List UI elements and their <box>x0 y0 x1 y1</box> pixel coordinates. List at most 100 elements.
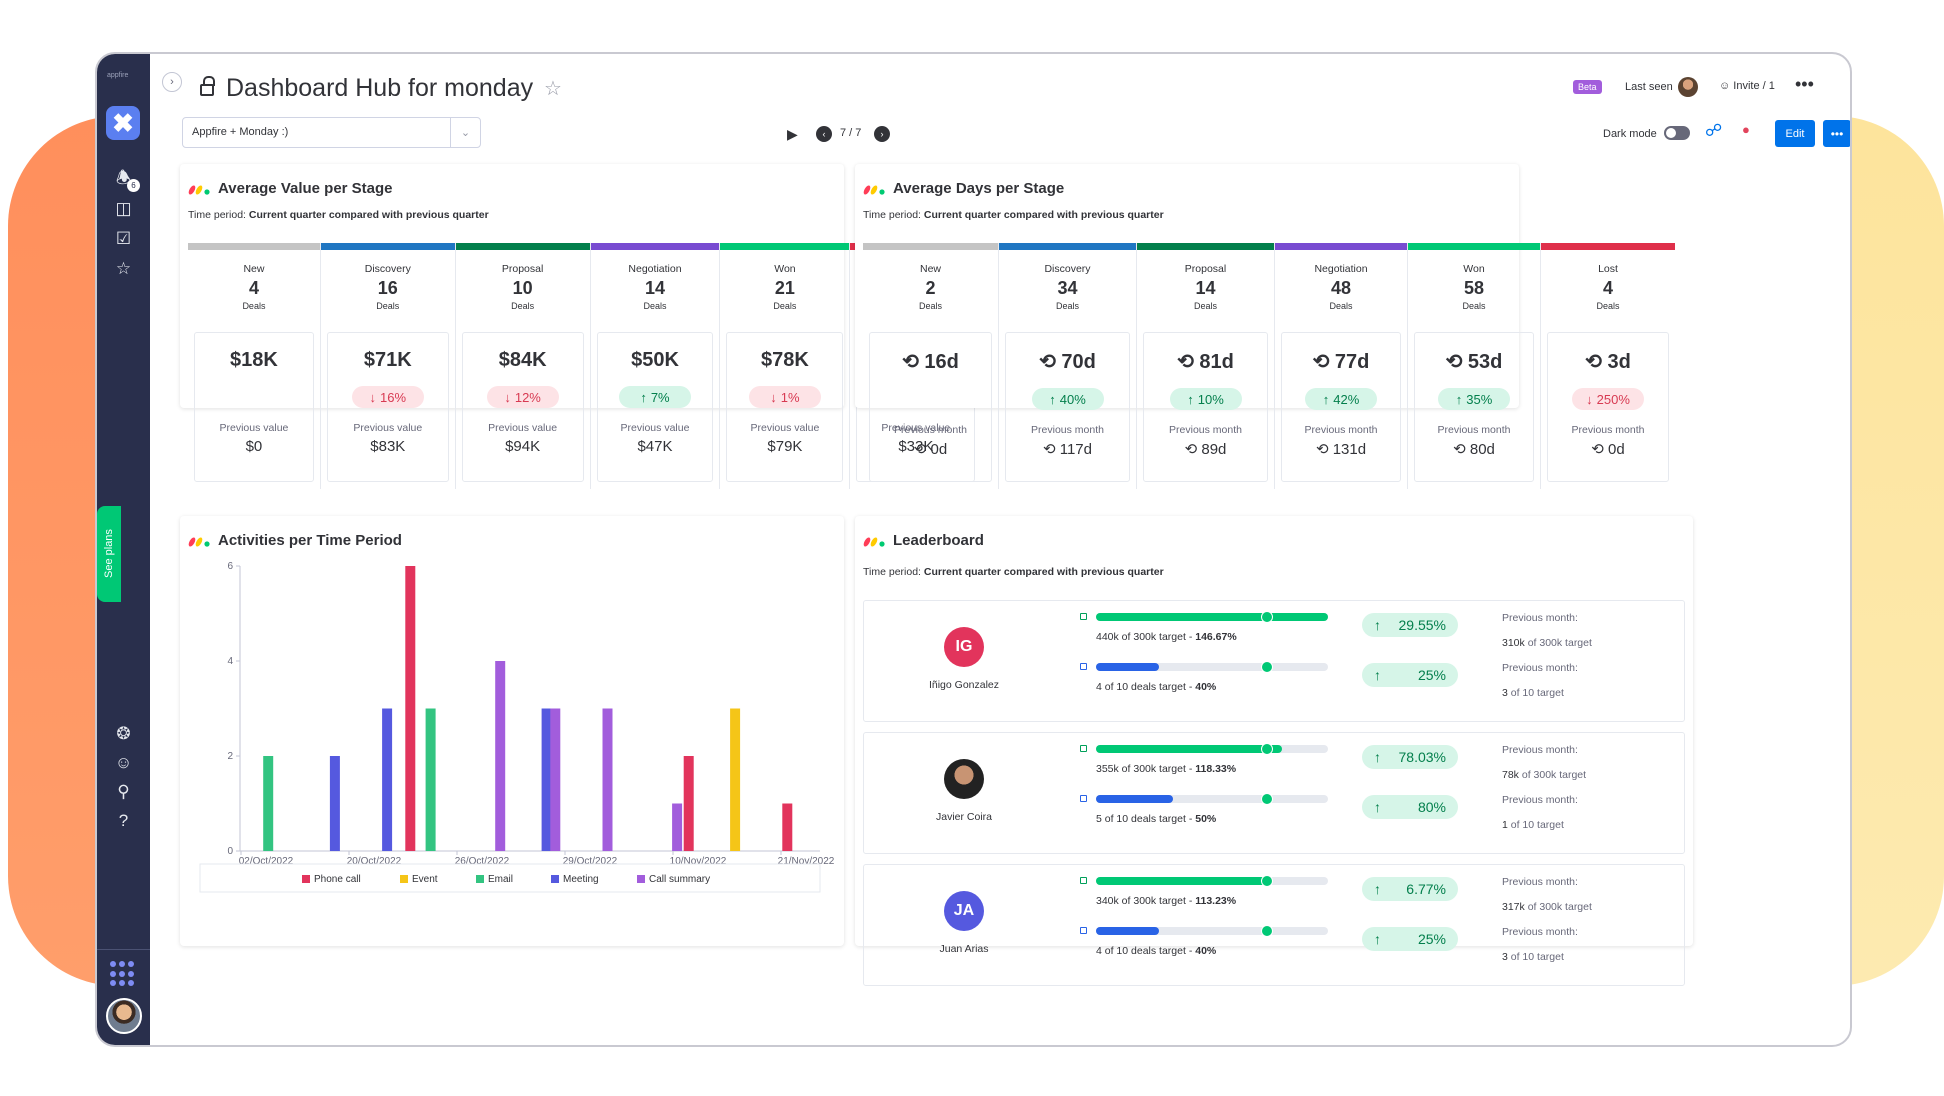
change-percent: 16% <box>380 389 407 405</box>
stage-deals-label: Deals <box>1462 301 1486 311</box>
leaderboard-row: JA Juan Arias 340k of 300k target - 113.23… <box>863 864 1685 986</box>
stage-column: Won 21 Deals $78K ↓ 1% Previous value $79K <box>719 243 850 489</box>
previous-page-icon[interactable]: ‹ <box>816 126 832 142</box>
previous-value: $47K <box>598 438 713 455</box>
legend-swatch <box>637 875 645 883</box>
my-work-icon[interactable]: ☑ <box>115 229 132 248</box>
previous-month-value: 78k of 300k target <box>1502 769 1586 781</box>
stage-name: Proposal <box>1184 263 1227 275</box>
clock-history-icon: ⟲ <box>1312 351 1335 373</box>
stage-deal-count: 48 <box>1330 278 1352 298</box>
previous-value-text: 0d <box>1608 441 1625 458</box>
user-avatar[interactable] <box>106 998 142 1034</box>
dashboard-selector[interactable]: Appfire + Monday :) ⌄ <box>182 117 481 148</box>
previous-month-value: 310k of 300k target <box>1502 637 1592 649</box>
person-avatar: JA <box>944 891 984 931</box>
edit-button[interactable]: Edit <box>1775 120 1815 147</box>
invite-button[interactable]: ☺ Invite / 1 <box>1719 80 1775 92</box>
stage-column: Discovery 16 Deals $71K ↓ 16% Previous value $8… <box>319 243 455 489</box>
revenue-progress-track <box>1096 743 1328 755</box>
search-icon[interactable]: ⚲ <box>117 782 130 801</box>
previous-month-label: Previous month: <box>1502 876 1578 888</box>
stage-color-bar <box>1408 243 1540 250</box>
favorite-star-icon[interactable]: ☆ <box>544 78 562 100</box>
clock-history-icon: ⟲ <box>1445 351 1468 373</box>
more-actions-button[interactable]: ••• <box>1823 120 1850 147</box>
play-slideshow-icon[interactable]: ▶ <box>787 126 798 142</box>
monday-app-icon[interactable]: ✖ <box>106 106 140 140</box>
target-percent: 146.67% <box>1195 631 1237 643</box>
stage-value: $71K <box>328 349 448 372</box>
collapse-sidebar-button[interactable]: › <box>162 72 182 92</box>
arrow-up-icon: ↑ <box>1322 391 1330 407</box>
inbox-icon[interactable]: ◫ <box>115 199 132 218</box>
arrow-down-icon: ↓ <box>770 389 777 405</box>
previous-value: $0 <box>195 438 313 455</box>
next-page-icon[interactable]: › <box>874 126 890 142</box>
change-percent: 25% <box>1417 667 1446 683</box>
stage-deals-label: Deals <box>773 301 797 311</box>
stage-deal-count: 10 <box>512 278 533 298</box>
period-label: Time period: <box>863 209 921 221</box>
last-seen-label[interactable]: Last seen <box>1625 81 1673 93</box>
change-percent: 78.03% <box>1398 749 1446 765</box>
dark-mode-toggle[interactable] <box>1664 126 1690 140</box>
stage-deals-label: Deals <box>1329 301 1353 311</box>
chevron-down-icon[interactable]: ⌄ <box>450 118 480 147</box>
arrow-up-icon: ↑ <box>1374 617 1381 633</box>
previous-month-label: Previous month: <box>1502 926 1578 938</box>
arrow-up-icon: ↑ <box>1049 391 1056 407</box>
stage-header: Won 21 Deals <box>720 250 849 311</box>
private-lock-icon[interactable]: ● <box>1742 122 1750 137</box>
bell-icon[interactable]: 🕭 <box>115 167 132 187</box>
stage-deal-count: 14 <box>644 278 665 298</box>
stage-color-bar <box>188 243 320 250</box>
bar-phone-call <box>405 566 416 851</box>
change-badge: ↑ 6.77% <box>1362 877 1458 901</box>
previous-label: Previous value <box>620 422 690 434</box>
stage-column: Lost 4 Deals ⟲ 3d ↓ 250% Previous month ⟲ 0d <box>1540 243 1675 489</box>
stage-value-card: ⟲ 3d ↓ 250% Previous month ⟲ 0d <box>1547 332 1669 482</box>
previous-target: of 10 target <box>1507 951 1564 963</box>
see-plans-button[interactable]: See plans <box>97 506 121 602</box>
previous-amount: 317k <box>1502 901 1525 913</box>
more-options-button[interactable]: ••• <box>1795 74 1814 94</box>
beta-badge: Beta <box>1573 80 1602 94</box>
x-tick-label: 26/Oct/2022 <box>455 856 510 867</box>
clock-history-icon: ⟲ <box>1453 441 1470 458</box>
previous-label: Previous value <box>881 422 951 434</box>
revenue-target-icon <box>1080 877 1087 884</box>
last-seen-avatar[interactable] <box>1678 77 1698 97</box>
favorites-star-icon[interactable]: ☆ <box>115 259 132 278</box>
bar-call-summary <box>602 708 613 851</box>
clock-history-icon: ⟲ <box>1315 441 1333 458</box>
integrations-puzzle-icon[interactable]: ❂ <box>116 724 131 743</box>
stage-color-bar <box>455 243 590 250</box>
leaderboard-row: Javier Coira 355k of 300k target - 118.33… <box>863 732 1685 854</box>
invite-members-icon[interactable]: ☺ <box>114 753 133 772</box>
change-badge: ↓ 16% <box>351 386 424 408</box>
change-badge: ↑ 7% <box>618 386 691 408</box>
stage-value-card: ⟲ 70d ↑ 40% Previous month ⟲ 117d <box>1005 332 1130 482</box>
widget-title: Average Days per Stage <box>893 180 1065 197</box>
stage-value-text: $71K <box>363 349 412 371</box>
share-icon[interactable]: ☍ <box>1705 121 1723 140</box>
revenue-target-icon <box>1080 613 1087 620</box>
change-badge: ↓ 12% <box>486 386 559 408</box>
change-percent: 29.55% <box>1398 617 1446 633</box>
deals-progress-fill <box>1096 663 1159 671</box>
deals-target-label: 4 of 10 deals target - 40% <box>1096 681 1216 693</box>
apps-grid-icon[interactable] <box>110 961 136 987</box>
stage-name: Negotiation <box>1314 263 1368 275</box>
stage-deal-count: 16 <box>377 278 398 298</box>
stage-header: Negotiation 48 Deals <box>1275 250 1407 311</box>
stage-column: Proposal 10 Deals $84K ↓ 12% Previous value $94… <box>454 243 590 489</box>
target-text: 440k of 300k target - <box>1096 631 1196 643</box>
help-icon[interactable]: ? <box>118 811 129 830</box>
inbox-badge: 6 <box>127 179 140 192</box>
clock-history-icon: ⟲ <box>913 441 931 458</box>
stage-column: Proposal 14 Deals ⟲ 81d ↑ 10% Previous month ⟲ … <box>1136 243 1274 489</box>
page-title: Dashboard Hub for monday <box>226 74 534 102</box>
previous-amount: 78k <box>1502 769 1519 781</box>
bar-meeting <box>541 708 552 851</box>
